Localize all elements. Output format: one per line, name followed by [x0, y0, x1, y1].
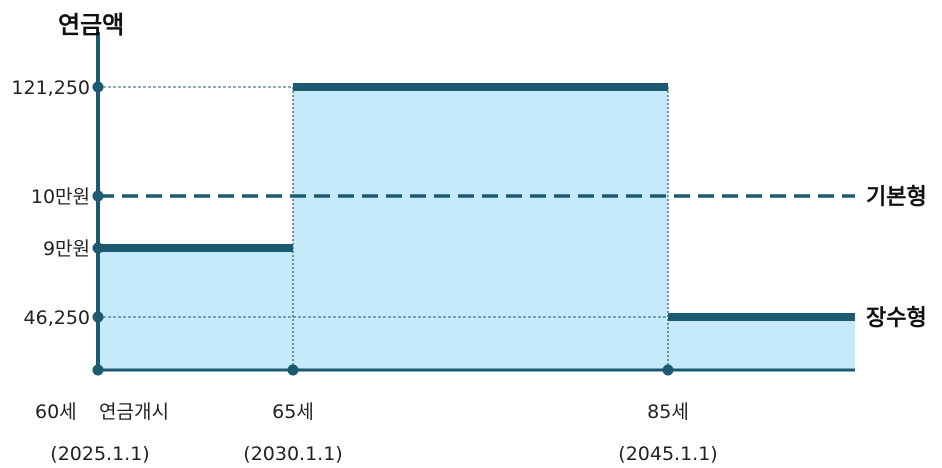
- y-tick-marker-1: [92, 242, 104, 254]
- guide-lines: [98, 86, 669, 370]
- x-tick-label: 65세: [272, 401, 314, 423]
- x-tick-extra-label: 연금개시: [99, 401, 169, 423]
- origin-marker: [92, 364, 104, 376]
- y-tick-label: 10만원: [31, 186, 90, 208]
- x-tick-marker-1: [287, 364, 299, 376]
- y-tick-label: 46,250: [24, 307, 90, 329]
- x-tick-label: 60세: [35, 401, 77, 423]
- y-tick-label: 121,250: [11, 77, 90, 99]
- tick-labels: 46,250 9만원 10만원 121,250 60세 연금개시 (2025.1.1) 65세…: [11, 11, 926, 465]
- y-tick-marker-2: [92, 190, 104, 202]
- area-fills: [98, 87, 855, 370]
- x-tick-label: 85세: [647, 401, 689, 423]
- area-fill-2: [668, 317, 855, 370]
- series-lines: [98, 83, 855, 321]
- area-fill-0: [98, 248, 293, 370]
- series-label-longevity: 장수형: [866, 306, 927, 331]
- area-fill-1: [293, 87, 668, 370]
- y-tick-label: 9만원: [43, 238, 90, 260]
- axes: [92, 32, 855, 376]
- x-tick-marker-2: [662, 364, 674, 376]
- y-tick-marker-3: [92, 81, 104, 93]
- x-tick-date: (2025.1.1): [50, 443, 149, 465]
- y-axis-title: 연금액: [58, 11, 124, 39]
- x-tick-date: (2045.1.1): [618, 443, 717, 465]
- x-tick-date: (2030.1.1): [243, 443, 342, 465]
- series-label-basic: 기본형: [866, 185, 927, 210]
- y-tick-marker-0: [92, 311, 104, 323]
